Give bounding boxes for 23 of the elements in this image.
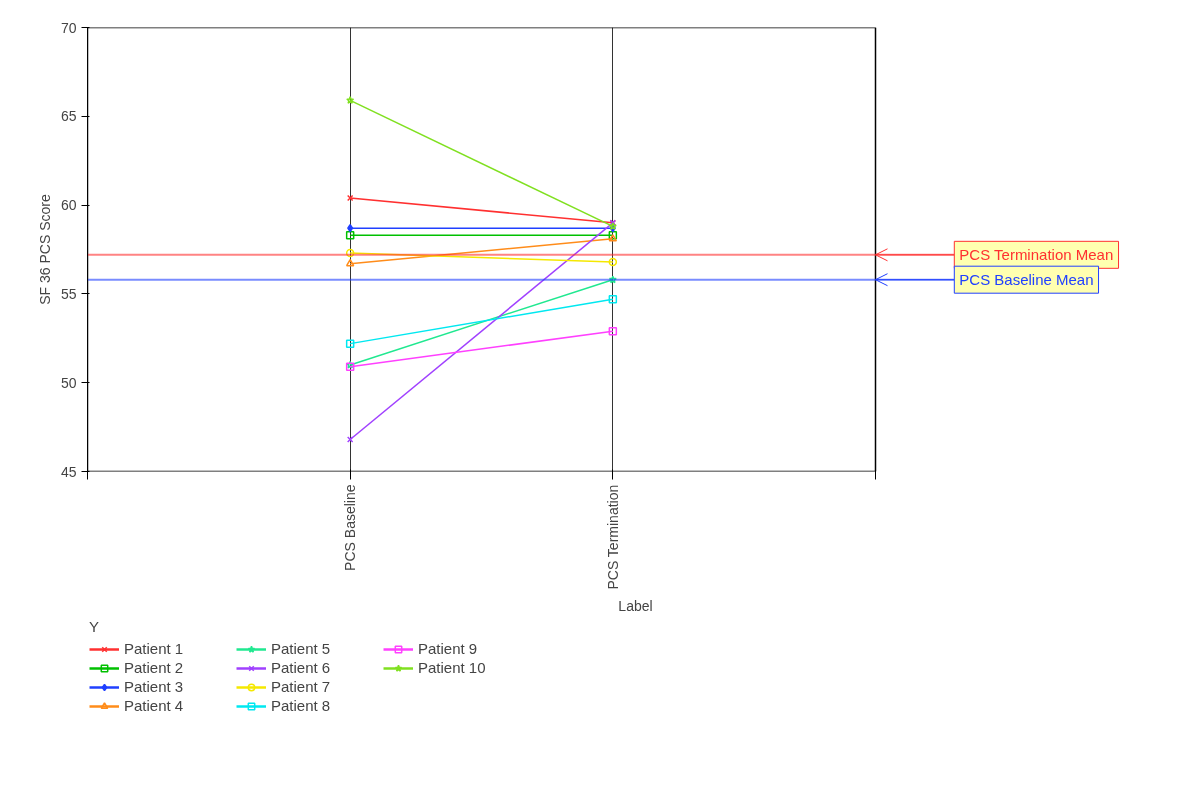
y-axis-title: SF 36 PCS Score bbox=[36, 194, 53, 305]
y-tick-label: 50 bbox=[60, 374, 77, 391]
y-tick-label: 65 bbox=[60, 108, 77, 125]
x-tick-label: PCS Termination bbox=[604, 484, 621, 590]
legend-label: Patient 7 bbox=[271, 678, 332, 695]
legend-title: Y bbox=[89, 618, 100, 635]
y-tick-label: 45 bbox=[60, 463, 77, 480]
legend-label: Patient 6 bbox=[271, 659, 332, 676]
x-tick-label: PCS Baseline bbox=[342, 484, 359, 571]
x-axis-title: Label bbox=[618, 597, 653, 614]
ref-line-label: PCS Baseline Mean bbox=[959, 271, 1094, 289]
legend-label: Patient 3 bbox=[124, 678, 185, 695]
legend-label: Patient 8 bbox=[271, 697, 332, 714]
y-tick-label: 55 bbox=[60, 285, 77, 302]
legend-label: Patient 5 bbox=[271, 640, 332, 657]
legend-label: Patient 2 bbox=[124, 659, 185, 676]
legend-label: Patient 4 bbox=[124, 697, 185, 714]
ref-line-label: PCS Termination Mean bbox=[959, 246, 1114, 264]
y-tick-label: 70 bbox=[60, 19, 77, 36]
legend-label: Patient 1 bbox=[124, 640, 185, 657]
y-tick-label: 60 bbox=[60, 197, 77, 214]
legend-label: Patient 9 bbox=[418, 640, 479, 657]
legend-label: Patient 10 bbox=[418, 659, 487, 676]
